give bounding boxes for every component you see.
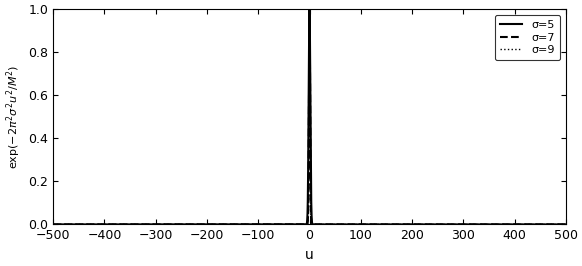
σ=5 — [422, 223, 429, 226]
σ=7 — [562, 223, 569, 226]
σ=9 — [306, 10, 313, 13]
σ=7 — [306, 9, 313, 12]
σ=9 — [265, 223, 272, 226]
σ=5 — [265, 223, 272, 226]
X-axis label: u: u — [305, 248, 314, 262]
σ=7 — [546, 223, 553, 226]
σ=9 — [546, 223, 553, 226]
σ=5 — [562, 223, 569, 226]
σ=5 — [521, 223, 528, 226]
Legend: σ=5, σ=7, σ=9: σ=5, σ=7, σ=9 — [495, 15, 560, 60]
σ=7 — [422, 223, 429, 226]
σ=5 — [49, 223, 56, 226]
σ=7 — [269, 223, 276, 226]
σ=7 — [49, 223, 56, 226]
σ=5 — [306, 8, 313, 11]
σ=9 — [293, 223, 300, 226]
σ=9 — [422, 223, 429, 226]
Line: σ=7: σ=7 — [53, 10, 566, 225]
σ=7 — [521, 223, 528, 226]
σ=5 — [546, 223, 553, 226]
σ=5 — [293, 223, 300, 226]
σ=9 — [269, 223, 276, 226]
σ=7 — [265, 223, 272, 226]
σ=9 — [49, 223, 56, 226]
σ=9 — [562, 223, 569, 226]
Line: σ=9: σ=9 — [53, 11, 566, 225]
Y-axis label: exp($-2\pi^2\sigma^2u^2/M^2$): exp($-2\pi^2\sigma^2u^2/M^2$) — [4, 65, 23, 169]
σ=9 — [521, 223, 528, 226]
σ=7 — [293, 223, 300, 226]
Line: σ=5: σ=5 — [53, 10, 566, 225]
σ=5 — [269, 223, 276, 226]
